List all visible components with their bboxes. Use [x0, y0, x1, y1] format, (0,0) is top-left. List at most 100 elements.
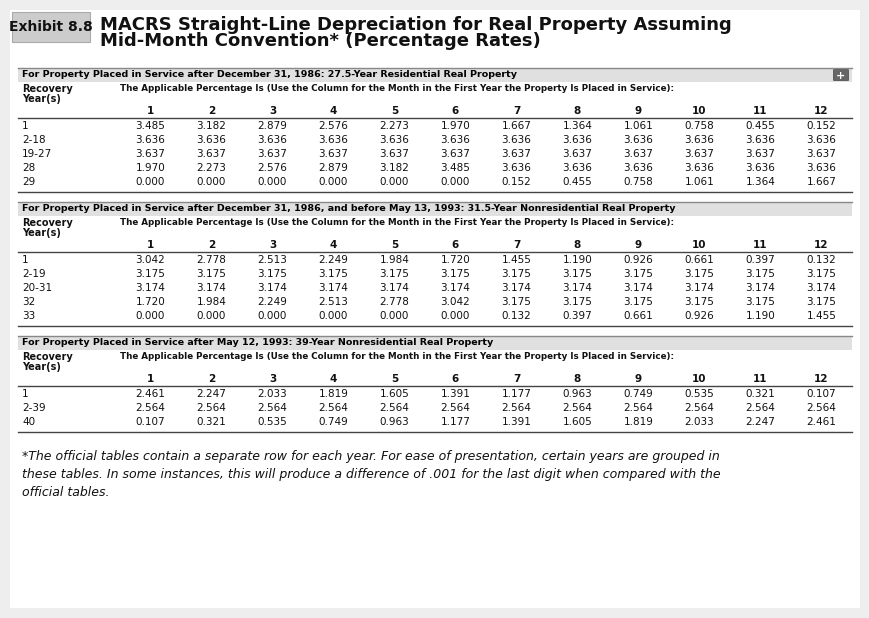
Text: 3.175: 3.175	[379, 269, 409, 279]
Text: 3.182: 3.182	[379, 163, 409, 173]
Text: these tables. In some instances, this will produce a difference of .001 for the : these tables. In some instances, this wi…	[22, 468, 720, 481]
Text: For Property Placed in Service after December 31, 1986: 27.5-Year Residential Re: For Property Placed in Service after Dec…	[22, 70, 516, 79]
Text: 2.564: 2.564	[806, 403, 835, 413]
Text: 0.758: 0.758	[684, 121, 713, 131]
Text: 3.485: 3.485	[440, 163, 470, 173]
Text: 8: 8	[574, 374, 580, 384]
Text: 2.564: 2.564	[318, 403, 348, 413]
Text: 40: 40	[22, 417, 35, 427]
Text: 3.636: 3.636	[623, 135, 653, 145]
Text: 3.636: 3.636	[257, 135, 287, 145]
Text: 0.152: 0.152	[806, 121, 835, 131]
Text: 1.605: 1.605	[379, 389, 409, 399]
Text: 8: 8	[574, 106, 580, 116]
Text: 3.636: 3.636	[745, 163, 774, 173]
Text: Year(s): Year(s)	[22, 94, 61, 104]
Text: 3.175: 3.175	[196, 269, 226, 279]
Text: 2.576: 2.576	[257, 163, 287, 173]
Text: The Applicable Percentage Is (Use the Column for the Month in the First Year the: The Applicable Percentage Is (Use the Co…	[120, 84, 673, 93]
Text: Recovery: Recovery	[22, 84, 73, 94]
Text: 3: 3	[269, 106, 275, 116]
Text: 1.061: 1.061	[684, 177, 713, 187]
Text: 2.564: 2.564	[136, 403, 165, 413]
Text: 3.174: 3.174	[806, 283, 835, 293]
Text: 1: 1	[22, 389, 29, 399]
Text: 1.970: 1.970	[136, 163, 165, 173]
Text: 3.175: 3.175	[318, 269, 348, 279]
Text: 2.564: 2.564	[379, 403, 409, 413]
Text: 3.637: 3.637	[257, 149, 287, 159]
Text: 1: 1	[147, 106, 154, 116]
Bar	[12, 12, 90, 42]
Text: 1.605: 1.605	[562, 417, 592, 427]
Text: 0.132: 0.132	[501, 311, 531, 321]
Text: 2.778: 2.778	[379, 297, 409, 307]
Text: 3.637: 3.637	[745, 149, 774, 159]
Text: 0.535: 0.535	[684, 389, 713, 399]
Text: 2.778: 2.778	[196, 255, 226, 265]
Text: 3.175: 3.175	[257, 269, 287, 279]
Text: 2.576: 2.576	[318, 121, 348, 131]
Text: 3.175: 3.175	[745, 297, 774, 307]
Text: 0.000: 0.000	[318, 177, 348, 187]
Text: 12: 12	[813, 106, 828, 116]
Text: 2.879: 2.879	[257, 121, 287, 131]
Text: 0.000: 0.000	[257, 311, 287, 321]
Text: 2.564: 2.564	[623, 403, 653, 413]
Text: 2-18: 2-18	[22, 135, 45, 145]
Text: 3.175: 3.175	[623, 297, 653, 307]
Text: 3.174: 3.174	[379, 283, 409, 293]
Text: 2-19: 2-19	[22, 269, 45, 279]
Text: 1.819: 1.819	[318, 389, 348, 399]
Text: 7: 7	[512, 240, 520, 250]
Text: 0.000: 0.000	[318, 311, 348, 321]
Text: 2.249: 2.249	[318, 255, 348, 265]
Text: 0.321: 0.321	[745, 389, 774, 399]
Text: 1.984: 1.984	[379, 255, 409, 265]
Text: 1: 1	[147, 374, 154, 384]
Text: 19-27: 19-27	[22, 149, 52, 159]
Text: 1.391: 1.391	[440, 389, 470, 399]
Text: 3.637: 3.637	[440, 149, 470, 159]
Text: 2: 2	[208, 106, 215, 116]
Text: 3.636: 3.636	[623, 163, 653, 173]
Text: 0.000: 0.000	[380, 177, 408, 187]
Text: 3.637: 3.637	[562, 149, 592, 159]
Text: 3.637: 3.637	[501, 149, 531, 159]
Text: 3.175: 3.175	[684, 269, 713, 279]
Text: Mid-Month Convention* (Percentage Rates): Mid-Month Convention* (Percentage Rates)	[100, 32, 541, 50]
Text: 3.174: 3.174	[562, 283, 592, 293]
Text: 3.175: 3.175	[806, 269, 835, 279]
Text: 0.661: 0.661	[623, 311, 653, 321]
Text: 2.461: 2.461	[806, 417, 835, 427]
Text: 2.273: 2.273	[379, 121, 409, 131]
Text: 1.970: 1.970	[440, 121, 470, 131]
Text: The Applicable Percentage Is (Use the Column for the Month in the First Year the: The Applicable Percentage Is (Use the Co…	[120, 352, 673, 361]
Text: 9: 9	[634, 374, 641, 384]
Text: 1.667: 1.667	[806, 177, 835, 187]
Text: 1.819: 1.819	[623, 417, 653, 427]
Text: 2-39: 2-39	[22, 403, 45, 413]
Text: 28: 28	[22, 163, 36, 173]
Bar	[18, 336, 851, 350]
Text: 3.175: 3.175	[684, 297, 713, 307]
Text: 3.042: 3.042	[440, 297, 470, 307]
Text: 2.564: 2.564	[440, 403, 470, 413]
Text: 5: 5	[390, 374, 398, 384]
Text: 2.564: 2.564	[196, 403, 226, 413]
Text: 29: 29	[22, 177, 36, 187]
Text: 1: 1	[22, 121, 29, 131]
Text: 3.174: 3.174	[257, 283, 287, 293]
Text: 20-31: 20-31	[22, 283, 52, 293]
Text: 7: 7	[512, 374, 520, 384]
Text: 2: 2	[208, 374, 215, 384]
Text: 2.249: 2.249	[257, 297, 287, 307]
Text: 0.455: 0.455	[562, 177, 592, 187]
Text: 3.636: 3.636	[379, 135, 409, 145]
Text: 1.364: 1.364	[562, 121, 592, 131]
Text: 6: 6	[451, 374, 459, 384]
Text: 2.564: 2.564	[562, 403, 592, 413]
Text: 1.364: 1.364	[745, 177, 774, 187]
Text: 3.636: 3.636	[136, 135, 165, 145]
Text: 0.000: 0.000	[136, 177, 165, 187]
